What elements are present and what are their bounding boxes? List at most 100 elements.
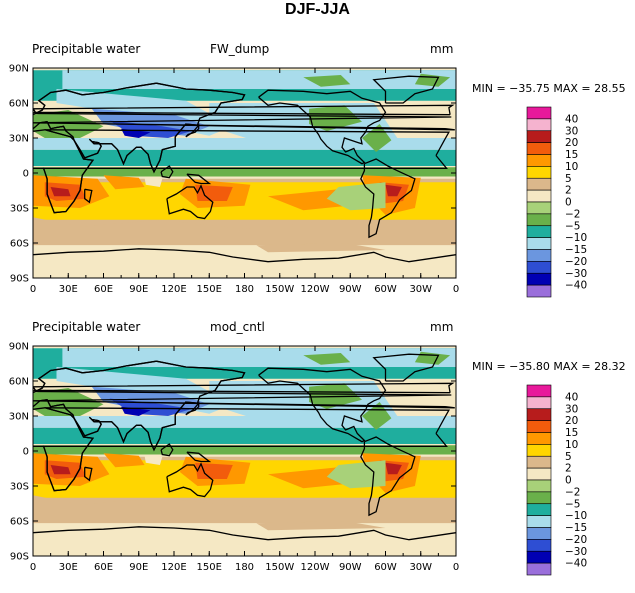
coastline bbox=[186, 173, 212, 185]
contour-region bbox=[103, 453, 145, 468]
contour-region bbox=[33, 217, 456, 246]
coastline bbox=[33, 129, 95, 214]
contour-region bbox=[50, 187, 71, 197]
panel-case-label: mod_cntl bbox=[210, 320, 265, 334]
colorbar-swatch bbox=[526, 106, 552, 120]
colorbar-swatch bbox=[526, 408, 552, 421]
colorbar-swatch bbox=[526, 444, 552, 457]
contour-map-chart: 0 30E 60E 90E 120E 150E 180 150W 120W 90W 60W 30W 09… bbox=[9, 342, 587, 576]
panel-units-label: mm bbox=[430, 320, 454, 334]
colorbar-label: −40 bbox=[565, 558, 587, 570]
colorbar-swatch bbox=[526, 455, 552, 469]
contour-region bbox=[144, 455, 163, 465]
colorbar-label: −2 bbox=[565, 486, 580, 498]
coastline bbox=[33, 382, 455, 394]
colorbar-label: 10 bbox=[565, 439, 578, 451]
coastline bbox=[33, 82, 246, 174]
x-tick-label: 0 bbox=[453, 284, 459, 295]
contour-region bbox=[268, 467, 348, 489]
colorbar-swatch bbox=[526, 249, 552, 262]
y-tick-label: 30N bbox=[9, 412, 29, 423]
x-tick-label: 90W bbox=[339, 284, 362, 295]
coastline bbox=[33, 526, 456, 541]
colorbar-label: −15 bbox=[565, 244, 587, 256]
colorbar-swatch bbox=[526, 467, 552, 481]
contour-region bbox=[33, 149, 456, 166]
colorbar-swatch bbox=[526, 177, 552, 191]
colorbar-label: −40 bbox=[565, 280, 587, 292]
colorbar-label: −10 bbox=[565, 510, 587, 522]
coastline bbox=[360, 436, 416, 517]
coastline bbox=[33, 104, 455, 116]
y-tick-label: 90N bbox=[9, 342, 29, 353]
coastline bbox=[166, 462, 214, 498]
x-tick-label: 30E bbox=[59, 562, 78, 573]
colorbar-label: −30 bbox=[565, 268, 587, 280]
colorbar-swatch bbox=[526, 272, 552, 286]
contour-region bbox=[326, 182, 386, 211]
contour-region bbox=[256, 243, 386, 253]
contour-region bbox=[268, 189, 348, 211]
map-field bbox=[33, 68, 456, 278]
coastline bbox=[258, 367, 387, 443]
coastline bbox=[33, 360, 246, 452]
map-field bbox=[33, 346, 456, 556]
colorbar-swatch bbox=[526, 237, 552, 250]
panel-min-max-stats: MIN = −35.80 MAX = 28.32 bbox=[472, 360, 626, 373]
x-tick-label: 60W bbox=[374, 562, 397, 573]
contour-map-chart: 0 30E 60E 90E 120E 150E 180 150W 120W 90W 60W 30W 09… bbox=[9, 64, 587, 298]
colorbar-swatch bbox=[526, 515, 552, 528]
x-tick-label: 150W bbox=[265, 562, 294, 573]
x-tick-label: 0 bbox=[30, 562, 36, 573]
colorbar-label: 0 bbox=[565, 197, 572, 209]
contour-region bbox=[303, 353, 351, 365]
contour-region bbox=[385, 462, 402, 475]
coastline bbox=[160, 165, 174, 179]
x-tick-label: 90W bbox=[339, 562, 362, 573]
colorbar-swatch bbox=[526, 503, 552, 516]
colorbar-swatch bbox=[526, 491, 552, 505]
colorbar-swatch bbox=[526, 550, 552, 564]
x-tick-label: 90E bbox=[129, 284, 148, 295]
coastline bbox=[185, 401, 200, 416]
colorbar-label: 20 bbox=[565, 137, 578, 149]
colorbar-label: 10 bbox=[565, 161, 578, 173]
y-tick-label: 60N bbox=[9, 99, 29, 110]
y-tick-label: 90S bbox=[10, 274, 29, 285]
contour-region bbox=[91, 386, 210, 414]
colorbar-swatch bbox=[526, 225, 552, 238]
panel-case-label: FW_dump bbox=[210, 42, 270, 56]
y-tick-label: 30N bbox=[9, 134, 29, 145]
coastline bbox=[360, 158, 416, 239]
x-tick-label: 120E bbox=[161, 284, 186, 295]
colorbar-swatch bbox=[526, 166, 552, 179]
x-tick-label: 180 bbox=[235, 562, 254, 573]
x-tick-label: 30W bbox=[409, 562, 432, 573]
contour-region bbox=[33, 523, 456, 556]
contour-region bbox=[33, 427, 456, 444]
x-tick-label: 60E bbox=[94, 562, 113, 573]
x-tick-label: 150W bbox=[265, 284, 294, 295]
contour-region bbox=[195, 184, 233, 201]
colorbar-label: 2 bbox=[565, 463, 572, 475]
y-tick-label: 90N bbox=[9, 64, 29, 75]
colorbar-label: 30 bbox=[565, 403, 578, 415]
contour-region bbox=[62, 70, 456, 89]
colorbar-swatch bbox=[526, 130, 552, 143]
coastlines bbox=[33, 75, 456, 263]
colorbar-label: −5 bbox=[565, 220, 580, 232]
colorbar-swatch bbox=[526, 432, 552, 445]
y-tick-label: 0 bbox=[23, 447, 29, 458]
coastlines bbox=[33, 353, 456, 541]
coastline bbox=[185, 123, 200, 138]
panel-units-label: mm bbox=[430, 42, 454, 56]
colorbar-swatch bbox=[526, 201, 552, 215]
coastline bbox=[84, 466, 93, 482]
colorbar-swatch bbox=[526, 154, 552, 167]
x-tick-label: 0 bbox=[453, 562, 459, 573]
contour-region bbox=[144, 177, 163, 187]
colorbar-label: 2 bbox=[565, 185, 572, 197]
contour-region bbox=[62, 348, 456, 367]
contour-region bbox=[256, 521, 386, 531]
contour-region bbox=[385, 184, 402, 197]
